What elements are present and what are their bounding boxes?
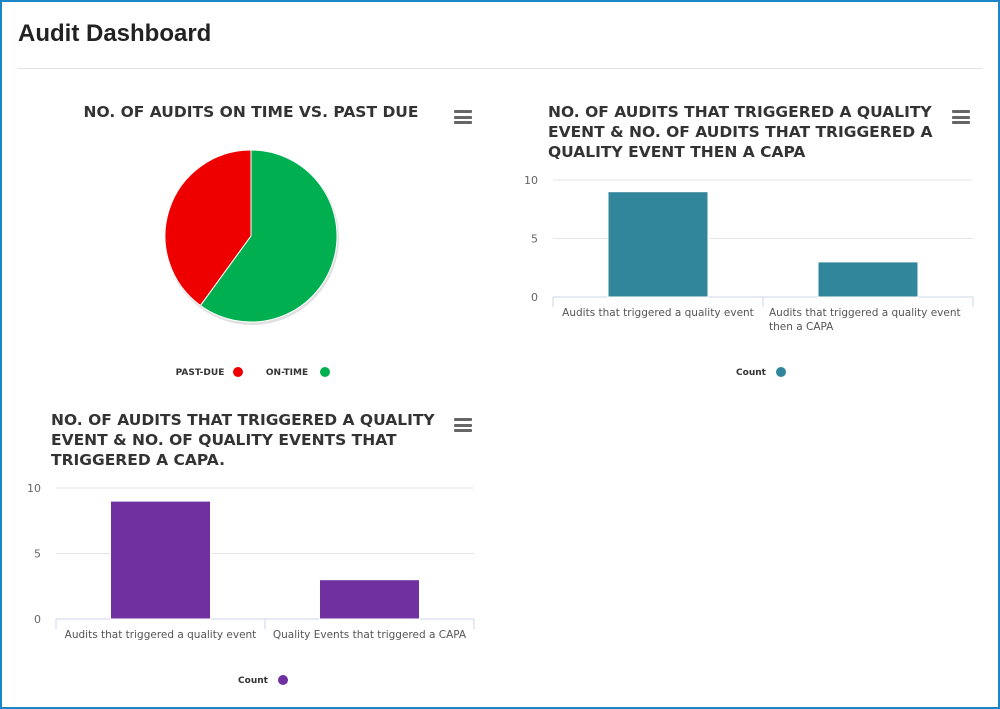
hamburger-menu-icon: [454, 110, 472, 113]
hamburger-menu-icon: [952, 110, 970, 113]
title-line: QUALITY EVENT THEN A CAPA: [548, 143, 806, 161]
x-category-label: Audits that triggered a quality event: [562, 307, 754, 319]
chart-menu-button[interactable]: [952, 110, 970, 124]
y-tick-label: 0: [531, 291, 538, 304]
chart-menu-button[interactable]: [454, 110, 472, 124]
title-line: EVENT & NO. OF QUALITY EVENTS THAT: [51, 431, 397, 449]
legend-label: ON-TIME: [266, 368, 308, 378]
x-category-label: then a CAPA: [769, 321, 834, 333]
bar-1[interactable]: [607, 191, 709, 298]
x-category-label: Quality Events that triggered a CAPA: [273, 629, 467, 641]
y-tick-label: 10: [524, 174, 538, 187]
pie-slice-past-due[interactable]: [164, 149, 252, 307]
bar-2[interactable]: [817, 261, 919, 298]
legend-label: Count: [238, 676, 269, 686]
legend-marker[interactable]: [776, 367, 786, 377]
chart-title-quality-event-capa: NO. OF AUDITS THAT TRIGGERED A QUALITY E…: [548, 102, 933, 162]
y-tick-label: 5: [531, 233, 538, 246]
title-line: NO. OF AUDITS THAT TRIGGERED A QUALITY: [51, 411, 435, 429]
chart-title-quality-events-capa: NO. OF AUDITS THAT TRIGGERED A QUALITY E…: [51, 410, 435, 470]
page-title: Audit Dashboard: [18, 20, 212, 47]
legend-marker[interactable]: [278, 675, 288, 685]
bar-1[interactable]: [110, 500, 211, 620]
legend-label: Count: [736, 368, 767, 378]
legend-marker[interactable]: [233, 367, 243, 377]
legend-marker[interactable]: [320, 367, 330, 377]
y-tick-label: 5: [34, 548, 41, 561]
y-tick-label: 0: [34, 613, 41, 626]
bar-2[interactable]: [319, 579, 420, 620]
y-tick-label: 10: [27, 482, 41, 495]
x-category-label: Audits that triggered a quality event: [65, 629, 257, 641]
chart-menu-button[interactable]: [454, 418, 472, 432]
title-line: TRIGGERED A CAPA.: [51, 451, 225, 469]
chart-title-on-time-vs-past-due: NO. OF AUDITS ON TIME VS. PAST DUE: [83, 103, 419, 121]
title-line: EVENT & NO. OF AUDITS THAT TRIGGERED A: [548, 123, 933, 141]
x-category-label: Audits that triggered a quality event: [769, 307, 961, 319]
pie-slice-on-time[interactable]: [199, 149, 338, 323]
divider: [18, 68, 982, 69]
legend-label: PAST-DUE: [176, 368, 225, 378]
title-line: NO. OF AUDITS THAT TRIGGERED A QUALITY: [548, 103, 932, 121]
hamburger-menu-icon: [454, 418, 472, 421]
